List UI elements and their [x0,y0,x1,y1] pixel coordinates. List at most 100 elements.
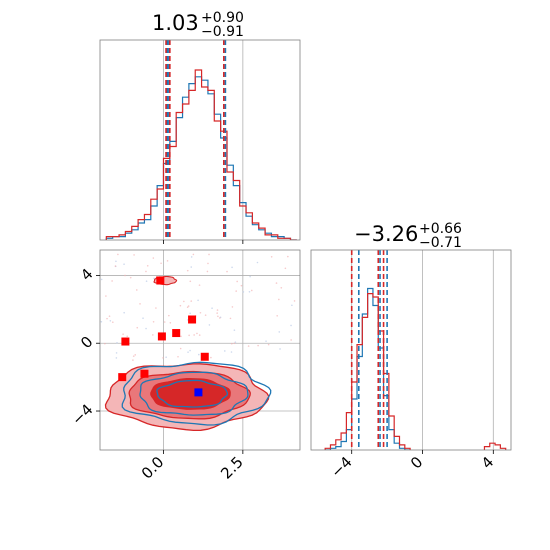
joint-sample-point [152,257,155,259]
joint-sample-point [210,356,212,359]
joint-sample-point [112,321,114,323]
joint-sample-point [226,270,228,273]
joint-sample-point [179,304,182,307]
joint-sample-point [106,317,108,320]
joint-sample-point [124,274,126,277]
joint-sample-point [126,335,129,338]
param2-axes-frame [310,249,512,451]
joint-sample-point [105,295,107,297]
joint-sample-point [216,309,219,311]
joint-sample-point [290,324,292,327]
joint-sample-point [189,349,191,352]
joint-sample-point [231,266,233,269]
joint-sample-point [162,357,164,359]
red-marker-4 [157,332,166,341]
joint-sample-point [160,262,162,265]
joint-sample-point [208,324,211,326]
joint-sample-point [211,307,213,309]
joint-sample-point [111,280,113,282]
joint-ytick-label-1: 0 [77,333,96,352]
joint-sample-point [153,277,155,280]
title-param1-minus: −0.91 [201,24,244,40]
joint-sample-point [248,290,251,293]
title-param1-plus: +0.90 [201,10,244,26]
joint-ytick-label-0: −4 [68,400,96,428]
joint-sample-point [145,280,148,282]
joint-sample-point [114,265,117,267]
joint-axes-frame [99,249,301,451]
title-param2-plus: +0.66 [419,221,462,237]
title-param1-value: 1.03 [152,11,199,35]
joint-sample-point [250,289,253,292]
joint-sample-point [189,280,192,283]
joint-sample-point [196,332,198,335]
joint-scatter-panel: 0.0 2.5 −4 0 4 [68,249,301,483]
joint-sample-point [193,334,195,336]
joint-sample-point [224,350,226,352]
title-param2-minus: −0.71 [419,235,462,251]
joint-sample-point [287,255,289,258]
joint-sample-point [233,329,236,331]
param1-hist-series [105,69,297,240]
param2-hist-series [324,287,507,450]
param2-xtick-label-0: −4 [327,453,355,481]
blue-contour-outer [121,361,272,426]
red-marker-3 [156,276,165,285]
joint-sample-point [108,315,111,317]
param1-histogram-panel [99,39,301,244]
joint-sample-point [284,267,287,270]
joint-sample-point [189,312,191,315]
joint-sample-point [187,351,189,353]
joint-sample-point [279,348,281,350]
param2-xtick-label-1: 0 [407,453,426,472]
red-contour-inner [150,378,231,410]
joint-sample-point [278,331,281,333]
joint-sample-point [206,270,209,273]
joint-sample-point [134,354,137,356]
joint-sample-point [188,334,190,337]
joint-sample-point [240,284,243,287]
joint-sample-point [109,319,112,322]
joint-sample-point [133,254,135,256]
param1-axes-frame [99,39,301,241]
blue-marker [194,388,203,397]
joint-sample-point [104,342,106,345]
red-marker-1 [118,373,127,382]
joint-sample-point [139,303,141,305]
joint-sample-point [270,255,273,258]
blue-contour-inner [156,379,229,408]
joint-sample-point [219,317,221,319]
joint-sample-point [275,282,278,284]
joint-sample-point [197,299,199,302]
joint-sample-point [132,355,135,357]
red-marker-7 [200,352,209,361]
red-marker-2 [140,369,149,378]
joint-sample-point [123,263,125,265]
joint-sample-point [132,359,134,361]
joint-sample-point [186,306,189,309]
joint-sample-point [190,256,193,258]
param2-hist-red [324,293,507,450]
joint-sample-point [242,291,245,293]
joint-sample-point [100,278,103,281]
joint-sample-point [231,306,234,308]
joint-sample-point [198,284,201,286]
param1-hist-blue [105,76,297,240]
joint-sample-point [247,345,250,347]
joint-sample-point [230,351,233,353]
joint-sample-point [163,321,166,323]
joint-sample-point [180,335,182,338]
joint-sample-point [177,355,179,358]
param2-xtick-label-2: 4 [478,453,497,472]
joint-sample-point [216,312,218,314]
red-marker-5 [172,329,181,338]
joint-sample-point [183,300,185,303]
joint-sample-point [293,300,296,302]
joint-sample-point [168,314,170,317]
joint-sample-point [234,341,237,343]
joint-sample-point [207,262,209,265]
joint-sample-point [136,326,139,329]
joint-xtick-label-1: 2.5 [217,453,247,483]
red-marker-6 [188,315,197,324]
joint-sample-point [117,253,119,256]
